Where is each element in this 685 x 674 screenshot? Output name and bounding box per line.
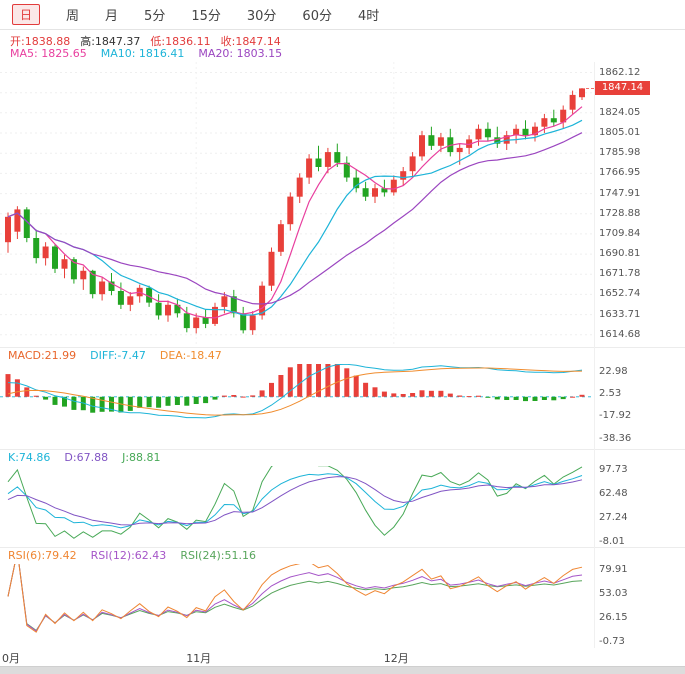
k-value: K:74.86 [8, 451, 51, 464]
rsi-chart[interactable] [0, 564, 594, 648]
axis-tick: 1633.71 [599, 308, 641, 320]
panel-divider [0, 547, 685, 548]
macd-chart[interactable] [0, 364, 594, 447]
panel-divider [0, 449, 685, 450]
rsi12-value: RSI(12):62.43 [90, 549, 167, 562]
axis-tick: 27.24 [599, 512, 628, 523]
kdj-chart[interactable] [0, 466, 594, 546]
axis-tick: 1690.81 [599, 248, 641, 260]
axis-tick: 97.73 [599, 464, 628, 476]
high-value: 高:1847.37 [80, 35, 141, 48]
axis-tick: 1862.12 [599, 66, 641, 78]
axis-divider [594, 62, 595, 648]
rsi6-value: RSI(6):79.42 [8, 549, 77, 562]
tab-month[interactable]: 月 [105, 9, 119, 24]
axis-tick: 1785.98 [599, 147, 641, 159]
ohlc-readout: 开:1838.88 高:1847.37 低:1836.11 收:1847.14 [10, 33, 281, 49]
close-value: 收:1847.14 [220, 35, 281, 48]
axis-tick: 53.03 [599, 587, 628, 599]
d-value: D:67.88 [64, 451, 109, 464]
dea-value: DEA:-18.47 [159, 349, 222, 362]
tab-week[interactable]: 周 [66, 9, 80, 24]
panel-divider [0, 347, 685, 348]
price-axis: 1862.121843.081824.051805.011785.981766.… [596, 62, 684, 344]
ma-readout: MA5: 1825.65 MA10: 1816.41 MA20: 1803.15 [10, 47, 282, 60]
tab-15min[interactable]: 15分 [191, 9, 221, 24]
tab-30min[interactable]: 30分 [246, 9, 277, 24]
axis-tick: -17.92 [599, 410, 632, 422]
j-value: J:88.81 [122, 451, 161, 464]
axis-tick: 1728.88 [599, 207, 641, 219]
axis-tick: 1805.01 [599, 127, 641, 138]
tab-5min[interactable]: 5分 [144, 9, 166, 24]
axis-tick: 1709.84 [599, 227, 641, 239]
axis-tick: 1747.91 [599, 187, 641, 199]
time-axis: 0月 11月 12月 [0, 650, 685, 665]
tab-60min[interactable]: 60分 [302, 9, 332, 24]
axis-tick: 1614.68 [599, 328, 641, 340]
axis-tick: 22.98 [599, 365, 628, 377]
kdj-axis: 97.73 62.48 27.24 -8.01 [596, 464, 684, 547]
diff-value: DIFF:-7.47 [90, 349, 146, 362]
axis-tick: 62.48 [599, 488, 628, 500]
axis-tick: 1824.05 [599, 106, 641, 118]
rsi-axis: 79.91 53.03 26.15 -0.73 [596, 564, 684, 648]
tab-4hour[interactable]: 4时 [357, 9, 380, 24]
x-axis-label: 11月 [186, 652, 212, 665]
macd-axis: 22.98 2.53 -17.92 -38.36 [596, 364, 684, 447]
axis-tick: -38.36 [599, 432, 632, 444]
axis-tick: 1652.74 [599, 288, 641, 300]
rsi24-value: RSI(24):51.16 [180, 549, 256, 562]
ma5-value: MA5: 1825.65 [10, 47, 87, 60]
axis-tick: 1766.95 [599, 167, 641, 179]
x-axis-label: 12月 [383, 652, 409, 665]
low-value: 低:1836.11 [150, 35, 211, 48]
macd-header: MACD:21.99 DIFF:-7.47 DEA:-18.47 [8, 349, 222, 362]
ma20-value: MA20: 1803.15 [198, 47, 283, 60]
axis-tick: 1671.78 [599, 268, 641, 280]
bottom-scrollbar[interactable] [0, 666, 685, 674]
kdj-header: K:74.86 D:67.88 J:88.81 [8, 451, 161, 464]
axis-tick: 26.15 [599, 612, 628, 624]
axis-tick: 79.91 [599, 563, 628, 575]
macd-value: MACD:21.99 [8, 349, 77, 362]
rsi-header: RSI(6):79.42 RSI(12):62.43 RSI(24):51.16 [8, 549, 256, 562]
axis-tick: 2.53 [599, 388, 622, 399]
tab-day[interactable]: 日 [12, 4, 41, 25]
period-tab-bar: 日 周 月 5分 15分 30分 60分 4时 [0, 0, 685, 30]
x-axis-label: 0月 [2, 652, 20, 665]
axis-tick: -0.73 [599, 636, 625, 648]
axis-tick: -8.01 [599, 535, 625, 547]
last-price-badge: 1847.14 [595, 81, 650, 96]
open-value: 开:1838.88 [10, 35, 71, 48]
candlestick-chart[interactable] [0, 62, 594, 344]
ma10-value: MA10: 1816.41 [100, 47, 185, 60]
